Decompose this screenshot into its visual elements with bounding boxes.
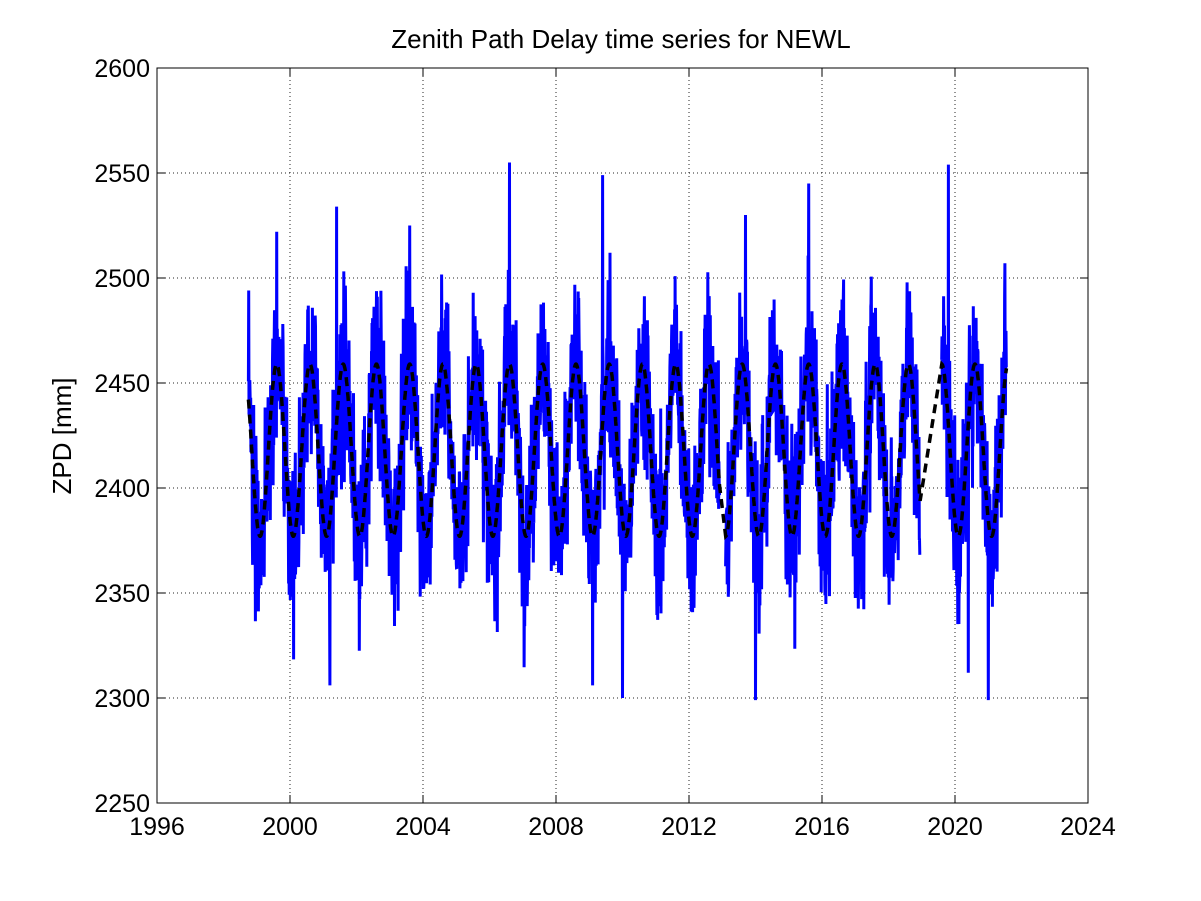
tick-labels: 1996 2000 2004 2008 2012 2016 2020 2024 2250 2300… bbox=[94, 55, 1116, 841]
axes-box bbox=[156, 67, 1089, 804]
observation-series-line bbox=[724, 183, 922, 701]
y-tick-label: 2350 bbox=[94, 580, 150, 608]
x-tick-label: 2000 bbox=[262, 813, 318, 841]
grid-lines bbox=[157, 68, 1088, 803]
seasonal-fit-line bbox=[246, 360, 1009, 541]
x-tick-label: 2008 bbox=[528, 813, 584, 841]
plot-series bbox=[246, 162, 1009, 701]
observation-series-line bbox=[940, 164, 1008, 701]
y-tick-label: 2550 bbox=[94, 160, 150, 188]
x-tick-label: 2016 bbox=[794, 813, 850, 841]
y-tick-label: 2600 bbox=[94, 55, 150, 83]
x-tick-label: 2004 bbox=[395, 813, 451, 841]
x-tick-label: 2024 bbox=[1060, 813, 1116, 841]
observation-series-line bbox=[246, 162, 721, 699]
y-tick-label: 2450 bbox=[94, 370, 150, 398]
y-axis-label: ZPD [mm] bbox=[47, 378, 77, 495]
x-tick-label: 2012 bbox=[661, 813, 717, 841]
y-tick-label: 2250 bbox=[94, 790, 150, 818]
axes-frame bbox=[156, 67, 1089, 804]
chart-title: Zenith Path Delay time series for NEWL bbox=[391, 24, 851, 54]
y-tick-label: 2400 bbox=[94, 475, 150, 503]
y-tick-label: 2300 bbox=[94, 685, 150, 713]
x-tick-label: 2020 bbox=[927, 813, 983, 841]
x-tick-label: 1996 bbox=[129, 813, 185, 841]
y-tick-label: 2500 bbox=[94, 265, 150, 293]
